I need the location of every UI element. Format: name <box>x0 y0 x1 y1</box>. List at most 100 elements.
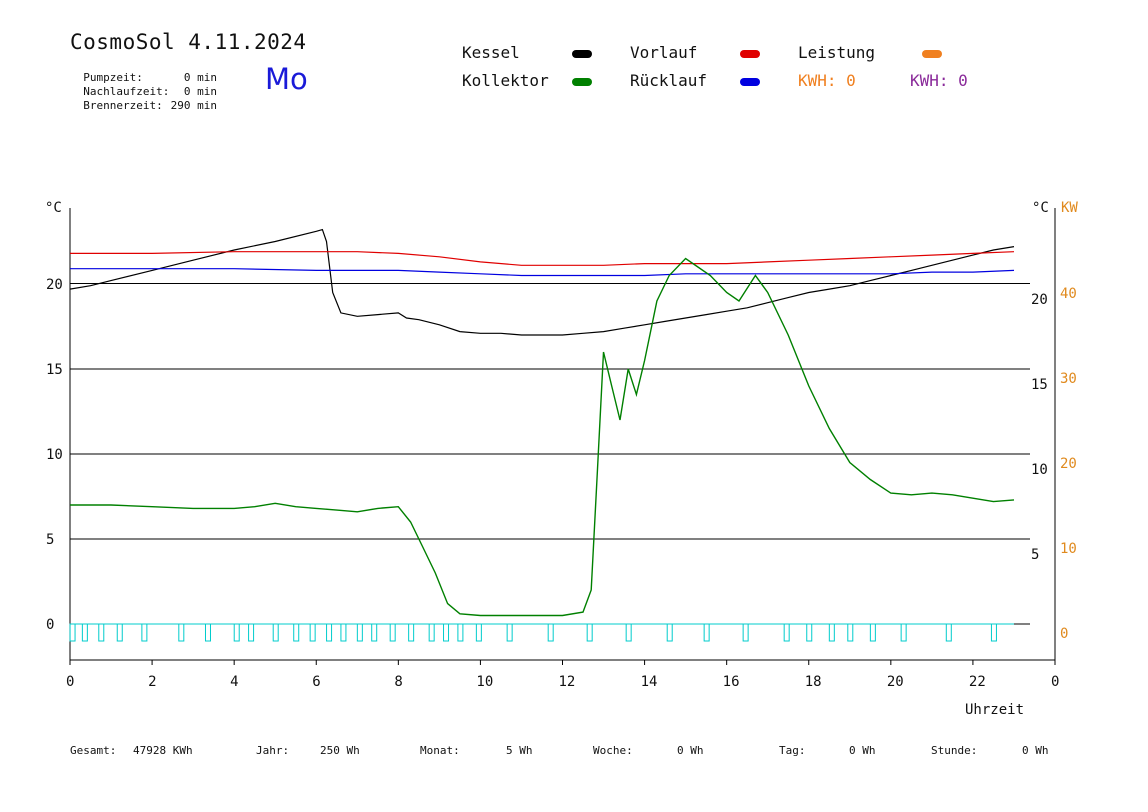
y-tick-right-c-10: 10 <box>1031 462 1048 478</box>
pump-pulse-24 <box>586 623 593 642</box>
pump-pulse-31 <box>828 623 835 642</box>
x-tick-10: 20 <box>887 674 904 690</box>
pump-pulse-11 <box>309 623 316 642</box>
y-tick-left-0: 0 <box>46 617 54 633</box>
pump-pulse-30 <box>806 623 813 642</box>
kwh-purple-label: KWH: 0 <box>910 71 968 90</box>
y-tick-right-c-20: 20 <box>1031 292 1048 308</box>
weekday-label: Mo <box>265 62 308 96</box>
pump-pulse-33 <box>869 623 876 642</box>
legend-kollektor-label: Kollektor <box>462 71 549 90</box>
legend-ruecklauf-swatch <box>740 78 760 86</box>
x-tick-4: 8 <box>394 674 402 690</box>
x-tick-6: 12 <box>559 674 576 690</box>
nachlaufzeit-value: 0 min <box>183 85 217 98</box>
pump-pulse-5 <box>178 623 185 642</box>
x-tick-0: 0 <box>66 674 74 690</box>
brennerzeit-row: Brennerzeit: 290 min <box>70 86 217 112</box>
pump-pulse-16 <box>389 623 396 642</box>
pump-pulse-23 <box>547 623 554 642</box>
footer-woche-label: Woche: <box>593 744 633 757</box>
legend-kollektor-swatch <box>572 78 592 86</box>
legend-vorlauf-swatch <box>740 50 760 58</box>
pump-pulse-8 <box>248 623 255 642</box>
kollektor-line <box>70 257 1015 617</box>
pump-pulse-32 <box>847 623 854 642</box>
brennerzeit-label: Brennerzeit: <box>83 99 163 112</box>
y-tick-right-kw-20: 20 <box>1060 456 1077 472</box>
y-tick-right-kw-0: 0 <box>1060 626 1068 642</box>
ruecklauf-line <box>70 268 1015 277</box>
pump-pulse-10 <box>293 623 300 642</box>
pump-pulse-13 <box>340 623 347 642</box>
pump-pulse-7 <box>233 623 240 642</box>
pump-pulse-2 <box>98 623 105 642</box>
y-tick-right-kw-30: 30 <box>1060 371 1077 387</box>
footer-gesamt-label: Gesamt: <box>70 744 117 757</box>
pump-pulse-25 <box>625 623 632 642</box>
pump-pulse-6 <box>204 623 211 642</box>
x-tick-3: 6 <box>312 674 320 690</box>
pumpzeit-label: Pumpzeit: <box>83 71 143 84</box>
pump-pulse-3 <box>116 623 123 642</box>
brennerzeit-value: 290 min <box>170 99 217 112</box>
footer-jahr-label: Jahr: <box>256 744 290 757</box>
x-tick-12: 0 <box>1051 674 1059 690</box>
pump-pulse-21 <box>475 623 482 642</box>
pump-pulse-1 <box>81 623 88 642</box>
pump-pulse-9 <box>272 623 279 642</box>
pump-pulse-4 <box>141 623 148 642</box>
y-tick-left-15: 15 <box>46 362 63 378</box>
y-axis-right-c-label: °C <box>1032 200 1049 216</box>
pump-pulse-19 <box>443 623 450 642</box>
pump-pulse-36 <box>990 623 997 642</box>
pump-pulse-15 <box>371 623 378 642</box>
y-tick-right-c-5: 5 <box>1031 547 1039 563</box>
footer-tag-value: 0 Wh <box>849 744 876 757</box>
footer-jahr-value: 250 Wh <box>320 744 360 757</box>
pumpzeit-value: 0 min <box>183 71 217 84</box>
pump-pulse-27 <box>703 623 710 642</box>
pump-pulse-35 <box>945 623 952 642</box>
x-tick-7: 14 <box>641 674 658 690</box>
x-tick-11: 22 <box>969 674 986 690</box>
y-tick-right-c-15: 15 <box>1031 377 1048 393</box>
kessel-line <box>69 228 1015 336</box>
nachlaufzeit-row: Nachlaufzeit: 0 min <box>70 72 217 98</box>
pump-pulse-20 <box>457 623 464 642</box>
y-tick-left-5: 5 <box>46 532 54 548</box>
pump-pulse-0 <box>69 623 76 642</box>
y-axis-right-kw-label: KW <box>1061 200 1078 216</box>
pumpzeit-row: Pumpzeit: 0 min <box>70 58 217 84</box>
y-tick-left-20: 20 <box>46 277 63 293</box>
pump-pulse-34 <box>900 623 907 642</box>
legend-vorlauf-label: Vorlauf <box>630 43 698 62</box>
x-tick-9: 18 <box>805 674 822 690</box>
y-tick-right-kw-10: 10 <box>1060 541 1077 557</box>
chart-title: CosmoSol 4.11.2024 <box>70 30 307 54</box>
footer-monat-value: 5 Wh <box>506 744 533 757</box>
pump-pulse-26 <box>666 623 673 642</box>
y-tick-right-kw-40: 40 <box>1060 286 1077 302</box>
x-tick-1: 2 <box>148 674 156 690</box>
legend-leistung-label: Leistung <box>798 43 876 62</box>
pump-pulse-28 <box>742 623 749 642</box>
y-axis-left-label: °C <box>45 200 62 216</box>
legend-kessel-label: Kessel <box>462 43 520 62</box>
pump-pulse-17 <box>408 623 415 642</box>
footer-tag-label: Tag: <box>779 744 806 757</box>
legend-kessel-swatch <box>572 50 592 58</box>
legend-leistung-swatch <box>922 50 942 58</box>
pump-pulse-18 <box>428 623 435 642</box>
y-tick-left-10: 10 <box>46 447 63 463</box>
footer-gesamt-value: 47928 KWh <box>133 744 193 757</box>
x-axis-label: Uhrzeit <box>965 702 1024 718</box>
pump-pulse-12 <box>326 623 333 642</box>
x-tick-2: 4 <box>230 674 238 690</box>
x-tick-5: 10 <box>476 674 493 690</box>
kwh-orange-label: KWH: 0 <box>798 71 856 90</box>
nachlaufzeit-label: Nachlaufzeit: <box>83 85 170 98</box>
pump-pulse-14 <box>356 623 363 642</box>
footer-woche-value: 0 Wh <box>677 744 704 757</box>
